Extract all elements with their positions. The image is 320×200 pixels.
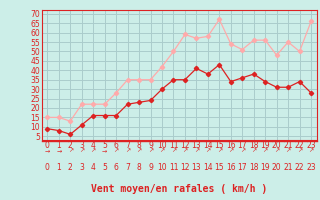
Text: 19: 19 xyxy=(260,164,270,172)
Text: Vent moyen/en rafales ( km/h ): Vent moyen/en rafales ( km/h ) xyxy=(91,184,267,194)
Text: ↗: ↗ xyxy=(136,148,142,154)
Text: ↗: ↗ xyxy=(79,148,84,154)
Text: 7: 7 xyxy=(125,164,130,172)
Text: ↗: ↗ xyxy=(125,148,130,154)
Text: 23: 23 xyxy=(306,164,316,172)
Text: ↗: ↗ xyxy=(228,148,233,154)
Text: ↗: ↗ xyxy=(159,148,164,154)
Text: ↗: ↗ xyxy=(217,148,222,154)
Text: 0: 0 xyxy=(45,164,50,172)
Text: 14: 14 xyxy=(203,164,213,172)
Text: 18: 18 xyxy=(249,164,259,172)
Text: ↗: ↗ xyxy=(285,148,291,154)
Text: →: → xyxy=(102,148,107,154)
Text: 1: 1 xyxy=(56,164,61,172)
Text: 2: 2 xyxy=(68,164,73,172)
Text: ↗: ↗ xyxy=(194,148,199,154)
Text: ↗: ↗ xyxy=(148,148,153,154)
Text: 8: 8 xyxy=(137,164,141,172)
Text: 12: 12 xyxy=(180,164,190,172)
Text: 4: 4 xyxy=(91,164,96,172)
Text: ↗: ↗ xyxy=(91,148,96,154)
Text: ↗: ↗ xyxy=(182,148,188,154)
Text: ↗: ↗ xyxy=(308,148,314,154)
Text: ↗: ↗ xyxy=(263,148,268,154)
Text: 10: 10 xyxy=(157,164,167,172)
Text: ↗: ↗ xyxy=(68,148,73,154)
Text: 11: 11 xyxy=(169,164,178,172)
Text: 20: 20 xyxy=(272,164,282,172)
Text: ↗: ↗ xyxy=(114,148,119,154)
Text: 15: 15 xyxy=(214,164,224,172)
Text: 6: 6 xyxy=(114,164,119,172)
Text: ↗: ↗ xyxy=(171,148,176,154)
Text: ↗: ↗ xyxy=(297,148,302,154)
Text: ↗: ↗ xyxy=(274,148,279,154)
Text: 3: 3 xyxy=(79,164,84,172)
Text: 13: 13 xyxy=(192,164,201,172)
Text: ↗: ↗ xyxy=(251,148,256,154)
Text: 21: 21 xyxy=(284,164,293,172)
Text: 5: 5 xyxy=(102,164,107,172)
Text: 9: 9 xyxy=(148,164,153,172)
Text: ↗: ↗ xyxy=(205,148,211,154)
Text: ↗: ↗ xyxy=(240,148,245,154)
Text: →: → xyxy=(56,148,61,154)
Text: 16: 16 xyxy=(226,164,236,172)
Text: 17: 17 xyxy=(237,164,247,172)
Text: 22: 22 xyxy=(295,164,304,172)
Text: →: → xyxy=(45,148,50,154)
